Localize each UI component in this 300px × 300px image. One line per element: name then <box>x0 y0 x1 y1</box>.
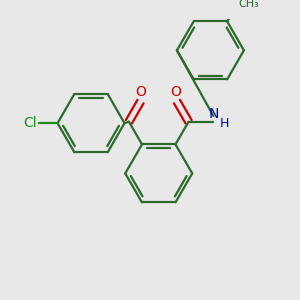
Text: N: N <box>208 107 218 121</box>
Text: O: O <box>170 85 181 99</box>
Text: H: H <box>220 117 229 130</box>
Text: O: O <box>135 85 146 99</box>
Text: Cl: Cl <box>23 116 37 130</box>
Text: CH₃: CH₃ <box>239 0 260 9</box>
